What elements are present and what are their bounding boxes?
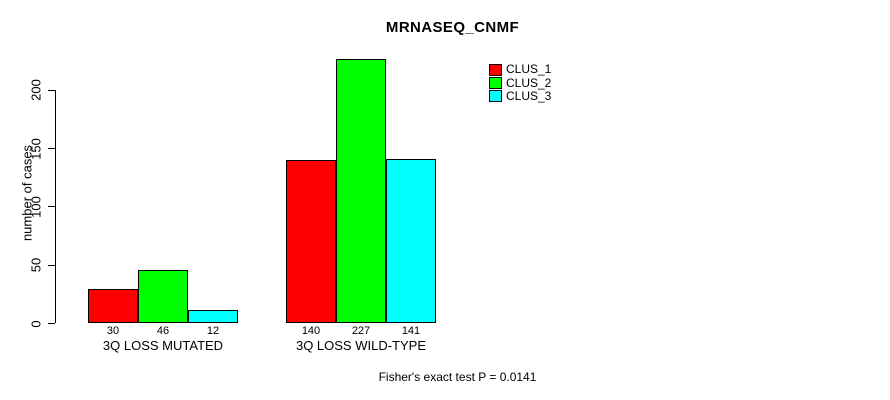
- bar-clus_2-group2: [336, 58, 386, 324]
- bar-clus_1-group1: [88, 288, 138, 324]
- legend-label: CLUS_1: [506, 62, 552, 77]
- legend-item-clus_3: CLUS_3: [489, 88, 552, 103]
- legend-swatch-icon: [489, 77, 502, 90]
- bar-value-label: 12: [206, 324, 220, 337]
- y-tick: [48, 323, 55, 324]
- bar-value-label: 141: [401, 324, 421, 337]
- y-tick: [48, 89, 55, 91]
- y-tick: [48, 264, 55, 266]
- y-tick-label: 200: [28, 79, 44, 102]
- y-tick: [48, 206, 55, 208]
- fisher-test-annotation: Fisher's exact test P = 0.0141: [378, 370, 537, 384]
- legend-swatch-icon: [489, 90, 502, 103]
- legend-label: CLUS_3: [506, 88, 552, 103]
- bar-clus_1-group2: [286, 160, 336, 324]
- bar-clus_3-group1: [188, 309, 238, 324]
- y-tick-label: 50: [28, 257, 44, 273]
- category-label: 3Q LOSS WILD-TYPE: [295, 337, 427, 353]
- chart-title: MRNASEQ_CNMF: [385, 19, 520, 36]
- bar-clus_2-group1: [138, 269, 188, 324]
- bar-clus_3-group2: [386, 159, 436, 324]
- legend: CLUS_1 CLUS_2 CLUS_3: [489, 63, 551, 103]
- bar-value-label: 227: [351, 324, 371, 337]
- bar-value-label: 30: [106, 324, 120, 337]
- legend-item-clus_2: CLUS_2: [489, 75, 552, 90]
- y-tick-label: 150: [28, 137, 44, 160]
- y-tick: [48, 148, 55, 150]
- legend-label: CLUS_2: [506, 75, 552, 90]
- category-label: 3Q LOSS MUTATED: [102, 337, 224, 353]
- y-tick-label: 100: [28, 196, 44, 218]
- y-tick-label: 0: [28, 319, 44, 328]
- y-axis: [55, 90, 56, 324]
- legend-swatch-icon: [489, 63, 502, 76]
- bar-value-label: 140: [301, 324, 321, 337]
- bar-value-label: 46: [156, 324, 170, 337]
- legend-item-clus_1: CLUS_1: [489, 63, 551, 76]
